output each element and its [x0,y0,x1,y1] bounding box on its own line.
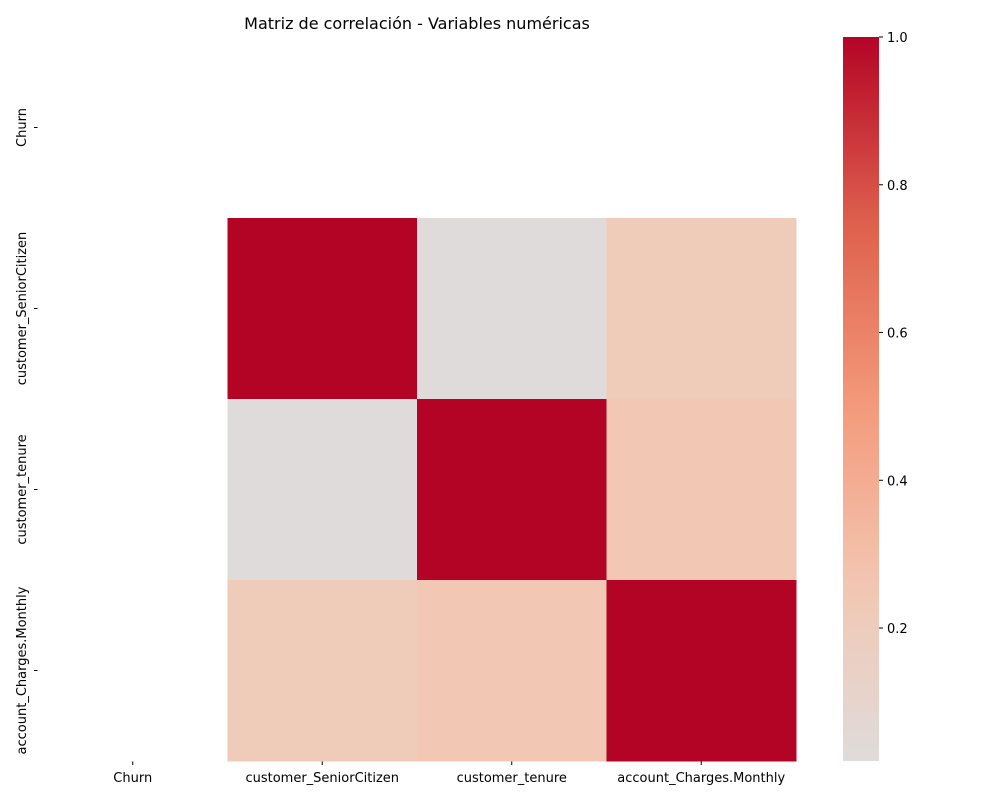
x-axis-ticks: Churn customer_SeniorCitizen customer_tenu… [113,761,785,786]
colorbar-tick-label: 0.6 [887,327,908,342]
x-tick-label: Churn [113,771,152,786]
heatmap-cell [417,580,607,762]
heatmap-cell [227,399,418,581]
colorbar-tick-label: 1.0 [887,31,908,46]
heatmap-cell [606,399,797,581]
colorbar-ticks: 0.2 0.4 0.6 0.8 1.0 [879,31,908,637]
heatmap-cell [227,580,418,762]
y-tick-label: account_Charges.Monthly [15,586,30,754]
y-tick-label: customer_SeniorCitizen [15,232,30,386]
chart-title: Matriz de correlación - Variables numéri… [244,14,590,33]
heatmap-cells [227,218,797,762]
heatmap-cell [227,218,418,400]
x-tick-label: customer_tenure [457,771,567,786]
y-axis-ticks: Churn customer_SeniorCitizen customer_tenu… [15,108,38,754]
colorbar-tick-label: 0.8 [887,179,908,194]
x-tick-label: account_Charges.Monthly [617,771,785,786]
x-tick-label: customer_SeniorCitizen [245,771,399,786]
heatmap-cell [606,218,797,400]
colorbar: 0.2 0.4 0.6 0.8 1.0 [843,31,908,761]
heatmap-cell [417,218,607,400]
y-tick-label: Churn [15,108,30,147]
colorbar-tick-label: 0.4 [887,474,908,489]
colorbar-tick-label: 0.2 [887,622,908,637]
colorbar-gradient [843,37,879,761]
heatmap-cell [417,399,607,581]
heatmap-cell [606,580,797,762]
y-tick-label: customer_tenure [15,434,30,544]
